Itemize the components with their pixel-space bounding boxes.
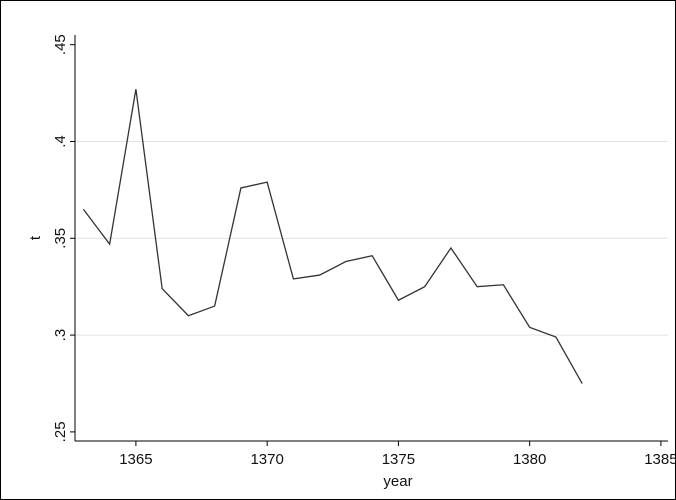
x-tick-label: 1380 [513, 451, 546, 468]
line-series [82, 89, 583, 384]
y-tick-label: .45 [52, 34, 69, 55]
y-tick-label: .25 [52, 421, 69, 442]
y-tick-label: .3 [52, 329, 69, 342]
x-tick-label: 1365 [119, 451, 152, 468]
x-tick-label: 1375 [382, 451, 415, 468]
y-tick-label: .35 [52, 228, 69, 249]
y-axis-label: t [27, 235, 44, 240]
x-tick-label: 1385 [644, 451, 676, 468]
x-axis-label: year [383, 473, 412, 490]
x-tick-label: 1370 [250, 451, 283, 468]
y-tick-label: .4 [52, 135, 69, 148]
